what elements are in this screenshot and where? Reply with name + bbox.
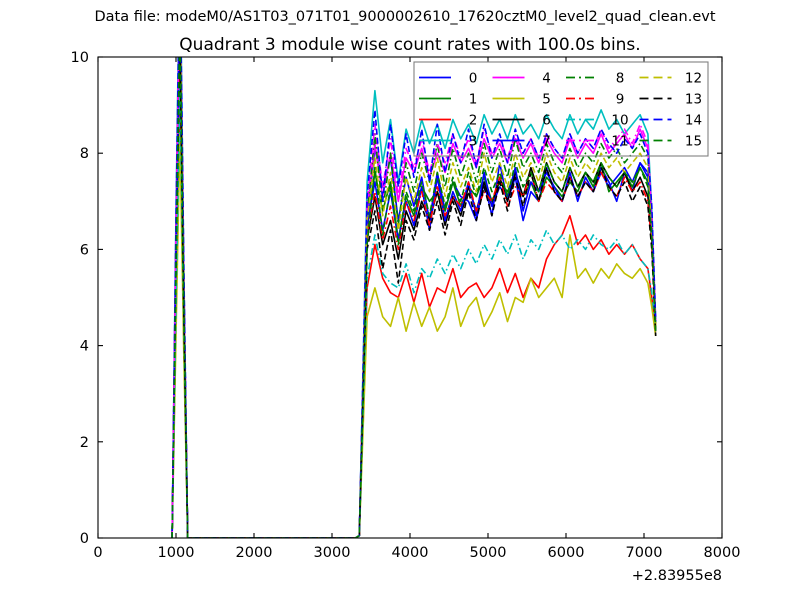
x-tick-label: 8000 — [704, 545, 741, 561]
legend-label-10: 10 — [611, 113, 628, 129]
series-line-13 — [171, 57, 657, 538]
legend-label-7: 7 — [542, 134, 551, 150]
legend-label-6: 6 — [542, 113, 551, 129]
legend-label-5: 5 — [542, 92, 551, 108]
legend-label-1: 1 — [469, 92, 478, 108]
legend-box — [413, 61, 709, 157]
y-tick-label: 8 — [80, 146, 89, 162]
figure-suptitle: Data file: modeM0/AS1T03_071T01_90000026… — [94, 9, 715, 25]
x-tick-label: 5000 — [470, 545, 507, 561]
series-line-5 — [171, 133, 657, 538]
series-line-10 — [171, 85, 657, 538]
legend-label-15: 15 — [685, 134, 702, 150]
x-tick-label: 6000 — [548, 545, 585, 561]
series-layer — [171, 57, 657, 538]
axes-frame-layer — [97, 56, 723, 539]
legend-label-12: 12 — [685, 71, 702, 87]
legend-label-3: 3 — [469, 134, 478, 150]
y-tick-label: 4 — [80, 339, 89, 355]
x-tick-label: 7000 — [626, 545, 663, 561]
legend-label-13: 13 — [685, 92, 702, 108]
axes-frame — [97, 56, 723, 539]
y-tick-label: 10 — [71, 50, 89, 66]
legend-label-4: 4 — [542, 71, 551, 87]
legend-label-0: 0 — [469, 71, 478, 87]
y-tick-label: 2 — [80, 435, 89, 451]
plot-title: Quadrant 3 module wise count rates with … — [179, 35, 640, 55]
series-line-14 — [171, 57, 657, 538]
legend-label-14: 14 — [685, 113, 702, 129]
legend-label-9: 9 — [616, 92, 625, 108]
x-tick-label: 2000 — [236, 545, 273, 561]
legend-label-2: 2 — [469, 113, 478, 129]
x-tick-label: 3000 — [314, 545, 351, 561]
x-axis-offset-label: +2.83955e8 — [632, 568, 722, 584]
series-line-8 — [171, 57, 657, 538]
y-tick-label: 6 — [80, 242, 89, 258]
x-tick-label: 4000 — [392, 545, 429, 561]
legend-label-11: 11 — [611, 134, 628, 150]
x-tick-label: 1000 — [158, 545, 195, 561]
series-line-15 — [171, 57, 657, 538]
x-tick-label: 0 — [93, 545, 102, 561]
legend-label-8: 8 — [616, 71, 625, 87]
y-tick-label: 0 — [80, 531, 89, 547]
